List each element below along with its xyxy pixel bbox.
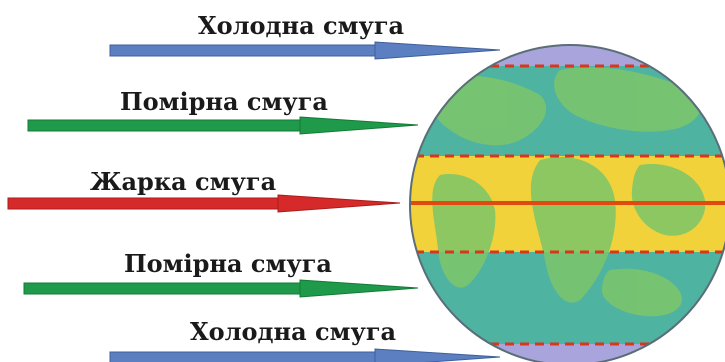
arrow-cold-south [109, 348, 501, 362]
arrow-temperate-south [23, 279, 419, 298]
globe-outline [409, 44, 725, 362]
label-hot: Жарка смуга [90, 167, 277, 196]
label-temperate-south: Помірна смуга [124, 249, 332, 278]
arrow-cold-north [109, 41, 501, 60]
label-cold-north: Холодна смуга [198, 11, 405, 40]
arrow-temperate-north [27, 116, 419, 135]
arrow-hot [7, 194, 401, 213]
label-cold-south: Холодна смуга [190, 317, 397, 346]
zone-arrows [7, 41, 501, 362]
label-temperate-north: Помірна смуга [120, 87, 328, 116]
globe [409, 44, 725, 362]
globe-land [426, 67, 706, 317]
